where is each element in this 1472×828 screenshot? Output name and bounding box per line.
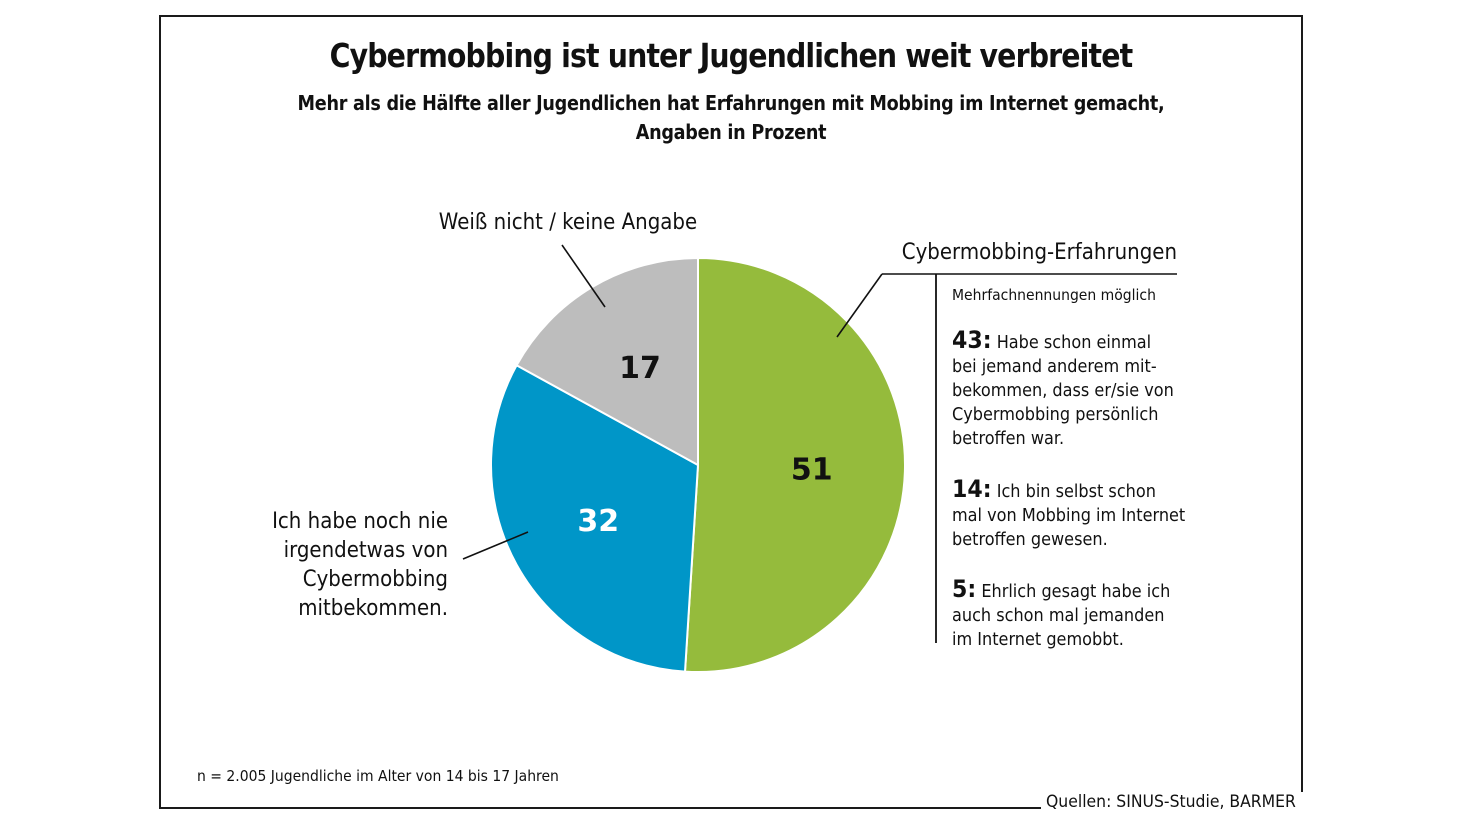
frame-bottom-border xyxy=(159,807,1041,809)
pie-slice-unknown xyxy=(515,256,699,467)
legend-note: Mehrfachnennungen möglich xyxy=(952,286,1156,304)
slice-label-blue-line: Cybermobbing xyxy=(302,567,448,592)
slice-label-gray: Weiß nicht / keine Angabe xyxy=(438,210,698,235)
breakdown-item: 5: Ehrlich gesagt habe ich auch schon ma… xyxy=(952,577,1191,652)
pie-value-label: 32 xyxy=(577,504,619,539)
breakdown-text: betroffen gewesen. xyxy=(952,530,1108,550)
slice-label-blue-line: mitbekommen. xyxy=(298,596,448,621)
leader-line-gray xyxy=(561,244,606,308)
breakdown-text: Habe schon einmal xyxy=(996,333,1152,353)
breakdown-text: bekommen, dass er/sie von xyxy=(952,381,1174,401)
footnote: n = 2.005 Jugendliche im Alter von 14 bi… xyxy=(197,767,559,785)
breakdown-text: Ich bin selbst schon xyxy=(996,482,1156,502)
leader-line-blue xyxy=(462,531,529,560)
source-credit: Quellen: SINUS-Studie, BARMER xyxy=(1046,792,1296,812)
pie-value-labels: 51 32 17 xyxy=(577,351,832,539)
frame-top-border xyxy=(159,15,1303,17)
slice-label-blue-line: Ich habe noch nie xyxy=(272,509,448,534)
breakdown-item: 43: Habe schon einmal bei jemand anderem… xyxy=(952,328,1191,451)
breakdown-text: auch schon mal jemanden xyxy=(952,606,1165,626)
slice-label-green: Cybermobbing-Erfahrungen xyxy=(901,240,1177,265)
pie-value-label: 17 xyxy=(619,351,661,386)
breakdown-value: 43: xyxy=(952,326,992,354)
pie-value-label: 51 xyxy=(791,453,833,488)
breakdown-text: Cybermobbing persönlich xyxy=(952,405,1159,425)
breakdown-value: 14: xyxy=(952,475,992,503)
pie-slices xyxy=(490,256,906,673)
breakdown-text: mal von Mobbing im Internet xyxy=(952,506,1186,526)
breakdown-value: 5: xyxy=(952,575,977,603)
leader-line-green xyxy=(836,273,883,338)
pie-slice-cybermobbing xyxy=(683,256,906,673)
breakdown-text: betroffen war. xyxy=(952,429,1065,449)
pie-slice-never xyxy=(490,363,700,673)
frame-left-border xyxy=(159,15,161,809)
frame-right-border xyxy=(1301,15,1303,792)
chart-subtitle-line-1: Mehr als die Hälfte aller Jugendlichen h… xyxy=(297,91,1165,115)
breakdown-text: Ehrlich gesagt habe ich xyxy=(981,582,1171,602)
breakdown-text: bei jemand anderem mit- xyxy=(952,357,1157,377)
chart-subtitle-line-2: Angaben in Prozent xyxy=(635,120,827,144)
breakdown-item: 14: Ich bin selbst schon mal von Mobbing… xyxy=(952,477,1191,552)
slice-label-blue: Ich habe noch nie irgendetwas von Cyberm… xyxy=(250,507,448,623)
slice-label-blue-line: irgendetwas von xyxy=(283,538,448,563)
breakdown-text: im Internet gemobbt. xyxy=(952,630,1124,650)
chart-title: Cybermobbing ist unter Jugendlichen weit… xyxy=(329,36,1134,75)
